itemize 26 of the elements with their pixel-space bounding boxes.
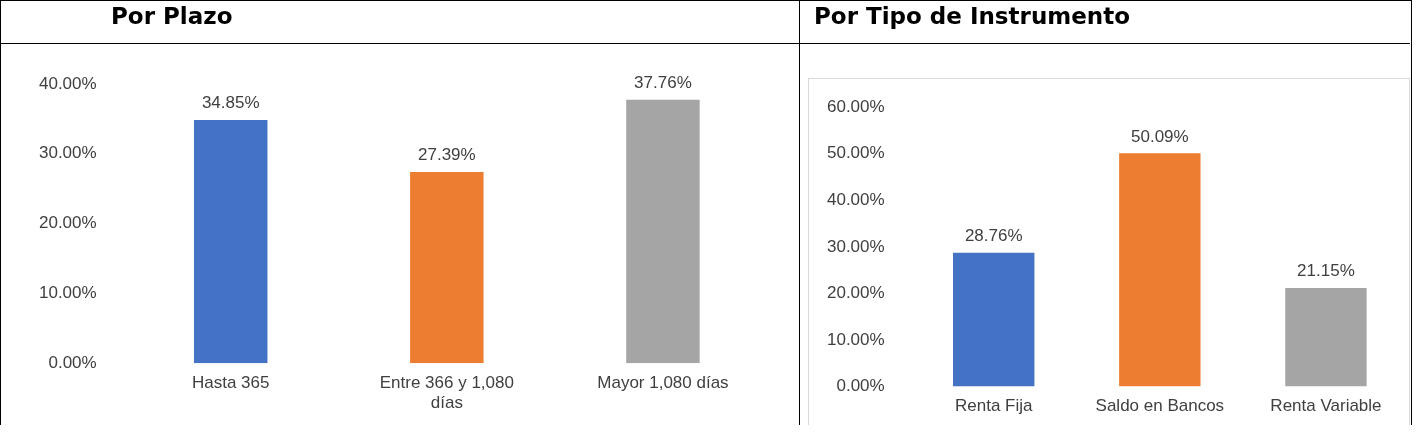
chart-title: Por Plazo (1, 1, 799, 44)
y-tick-label: 20.00% (826, 283, 885, 303)
data-label: 34.85% (201, 93, 260, 113)
y-tick-label: 0.00% (836, 376, 885, 396)
x-tick-label: Entre 366 y 1,080 días (379, 373, 514, 413)
data-label: 37.76% (634, 72, 692, 92)
x-tick-label: Saldo en Bancos (1095, 396, 1225, 416)
y-tick-label: 60.00% (826, 96, 885, 116)
y-tick-label: 40.00% (826, 190, 885, 210)
chart-title: Por Tipo de Instrumento (800, 1, 1410, 44)
y-tick-label: 0.00% (48, 352, 97, 372)
x-tick-label: Renta Variable (1270, 396, 1382, 416)
y-tick-label: 30.00% (826, 236, 885, 256)
data-label: 27.39% (417, 145, 476, 165)
y-tick-label: 10.00% (38, 283, 97, 303)
y-tick-label: 30.00% (38, 143, 97, 163)
x-tick-label: Renta Fija (954, 396, 1033, 416)
data-label: 50.09% (1130, 126, 1189, 146)
y-tick-label: 10.00% (826, 329, 885, 349)
y-tick-label: 40.00% (38, 73, 97, 93)
y-tick-label: 20.00% (38, 213, 97, 233)
data-label: 28.76% (964, 225, 1023, 245)
y-tick-label: 50.00% (826, 143, 885, 163)
x-tick-label: Mayor 1,080 días (597, 373, 729, 393)
x-tick-label: Hasta 365 (191, 373, 270, 393)
data-label: 21.15% (1297, 261, 1355, 281)
